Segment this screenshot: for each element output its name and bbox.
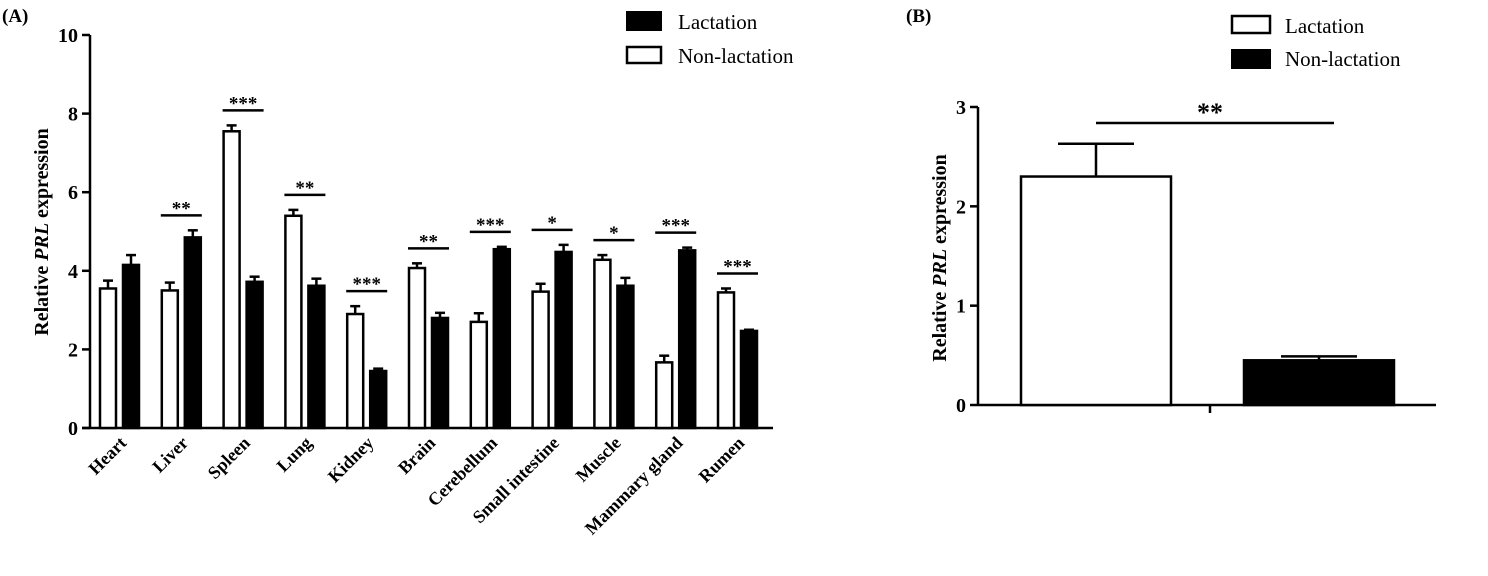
legend-a-label-lactation: Lactation — [678, 10, 758, 34]
significance-marker: ** — [172, 198, 191, 219]
significance-marker: ** — [419, 231, 438, 252]
significance-marker: * — [609, 223, 619, 244]
y-tick-label-a: 8 — [68, 104, 78, 126]
y-tick-label-b: 1 — [956, 296, 966, 318]
x-tick-label-a: Muscle — [572, 433, 625, 486]
panel-a-ylabel: Relative PRL expression — [31, 128, 53, 335]
significance-marker: *** — [352, 274, 381, 295]
bar-non-lactation — [1242, 359, 1396, 407]
y-tick-label-a: 6 — [68, 182, 78, 204]
x-tick-label-a: Rumen — [695, 433, 749, 487]
bar-white — [284, 214, 303, 430]
bar-black — [492, 247, 512, 430]
y-tick-label-a: 0 — [68, 418, 78, 440]
bar-black — [368, 369, 388, 430]
x-tick-label-a: Spleen — [204, 433, 254, 483]
legend-b-label-lactation: Lactation — [1285, 14, 1365, 38]
bar-white — [222, 130, 241, 430]
bar-black — [307, 284, 326, 430]
bar-black — [739, 329, 759, 430]
x-tick-label-a: Brain — [394, 433, 439, 478]
y-tick-label-a: 10 — [58, 25, 78, 47]
bar-lactation — [1019, 175, 1173, 407]
legend-b-label-non-lactation: Non-lactation — [1285, 47, 1401, 71]
x-tick-label-a: Heart — [84, 433, 130, 479]
significance-marker: ** — [295, 178, 314, 199]
significance-marker: *** — [476, 215, 505, 236]
legend-b-swatch-non-lactation — [1231, 49, 1271, 69]
bar-white — [716, 291, 736, 430]
bar-black — [121, 263, 141, 430]
panel-b-ylabel: Relative PRL expression — [929, 154, 951, 361]
bar-black — [245, 280, 264, 430]
bar-white — [345, 312, 365, 430]
significance-marker: *** — [661, 216, 690, 237]
bar-black — [183, 236, 203, 430]
legend-a-swatch-lactation — [626, 11, 662, 31]
bar-white — [160, 289, 180, 430]
legend-b-swatch-lactation — [1230, 14, 1272, 35]
bar-black — [677, 249, 697, 430]
panel-b-label: (B) — [906, 6, 931, 27]
bar-white — [98, 287, 118, 430]
bar-white — [407, 266, 427, 430]
legend-a-swatch-non-lactation — [625, 45, 663, 65]
bar-black — [616, 284, 635, 430]
x-tick-label-a: Lung — [273, 433, 316, 476]
significance-marker: * — [547, 213, 557, 234]
y-tick-label-b: 0 — [956, 395, 966, 417]
y-tick-label-b: 3 — [956, 97, 966, 119]
y-tick-label-b: 2 — [956, 196, 966, 218]
bar-white — [531, 290, 550, 430]
significance-marker: *** — [229, 93, 258, 114]
bar-white — [593, 258, 612, 430]
x-tick-label-a: Liver — [148, 433, 192, 477]
significance-marker: *** — [723, 256, 752, 277]
legend-a-label-non-lactation: Non-lactation — [678, 44, 794, 68]
y-tick-label-a: 2 — [68, 339, 78, 361]
bar-black — [554, 250, 573, 430]
y-tick-label-a: 4 — [68, 261, 78, 283]
bar-white — [469, 320, 489, 430]
bar-black — [430, 316, 450, 430]
x-tick-label-a: Kidney — [324, 433, 378, 487]
panel-a-label: (A) — [2, 6, 28, 27]
bar-white — [654, 361, 674, 430]
significance-marker: ** — [1197, 98, 1223, 127]
